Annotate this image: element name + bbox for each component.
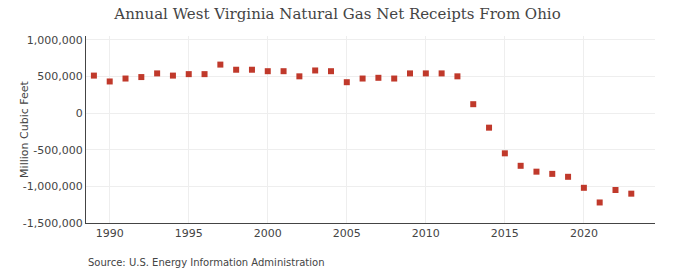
svg-text:2010: 2010 bbox=[412, 227, 440, 240]
svg-text:1,000,000: 1,000,000 bbox=[27, 34, 83, 47]
svg-text:Source: U.S. Energy Informatio: Source: U.S. Energy Information Administ… bbox=[88, 257, 325, 268]
svg-text:Million Cubic Feet: Million Cubic Feet bbox=[18, 80, 31, 177]
svg-text:2000: 2000 bbox=[254, 227, 282, 240]
svg-text:-500,000: -500,000 bbox=[33, 144, 82, 157]
svg-text:Annual West Virginia Natural G: Annual West Virginia Natural Gas Net Rec… bbox=[113, 5, 560, 23]
svg-text:2015: 2015 bbox=[491, 227, 519, 240]
svg-text:-1,000,000: -1,000,000 bbox=[23, 180, 83, 193]
svg-text:2005: 2005 bbox=[333, 227, 361, 240]
svg-text:1990: 1990 bbox=[96, 227, 124, 240]
svg-text:500,000: 500,000 bbox=[37, 70, 83, 83]
svg-text:1995: 1995 bbox=[175, 227, 203, 240]
svg-text:0: 0 bbox=[76, 107, 83, 120]
svg-text:2020: 2020 bbox=[570, 227, 598, 240]
svg-text:-1,500,000: -1,500,000 bbox=[23, 217, 83, 230]
